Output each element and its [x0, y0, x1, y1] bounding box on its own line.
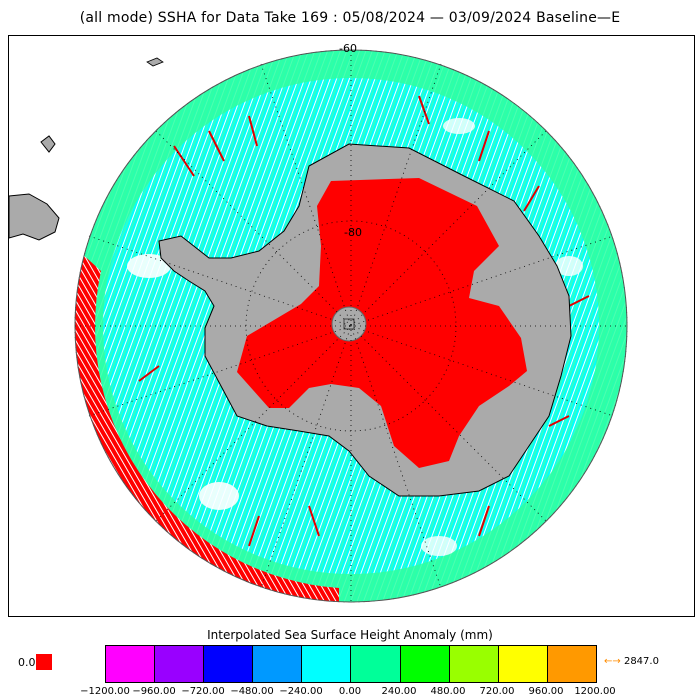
- colorbar-tick-label: 480.00: [430, 686, 466, 697]
- colorbar-tick-label: 960.00: [528, 686, 564, 697]
- colorbar-tick-label: −960.00: [132, 686, 176, 697]
- colorbar-bin-2: [204, 646, 254, 682]
- legend-title: Interpolated Sea Surface Height Anomaly …: [207, 628, 493, 642]
- colorbar-bin-1: [155, 646, 205, 682]
- lat-label-80: -80: [344, 226, 362, 239]
- colorbar-ticks: −1200.00 −960.00 −720.00 −480.00 −240.00 0.00…: [80, 686, 620, 700]
- colorbar-bin-4: [302, 646, 352, 682]
- colorbar-tick-label: 1200.00: [574, 686, 616, 697]
- map-canvas: -60 -80: [9, 42, 628, 603]
- colorbar-bin-6: [400, 646, 450, 682]
- south-georgia: [146, 57, 164, 67]
- colorbar-tick-label: −240.00: [279, 686, 323, 697]
- red-edge-band: [75, 251, 339, 602]
- colorbar-tick-label: 720.00: [479, 686, 515, 697]
- plot-title: (all mode) SSHA for Data Take 169 : 05/0…: [79, 10, 621, 26]
- colorbar: [105, 645, 597, 683]
- colorbar-bin-8: [498, 646, 548, 682]
- colorbar-tick-label: −480.00: [230, 686, 274, 697]
- polar-map: -60 -80: [8, 35, 695, 617]
- south-america-coast: [9, 193, 60, 241]
- colorbar-tick-label: −720.00: [181, 686, 225, 697]
- colorbar-tick-label: −1200.00: [80, 686, 130, 697]
- colorbar-bin-0: [106, 646, 156, 682]
- colorbar-bin-5: [351, 646, 401, 682]
- colorbar-tick-label: 240.00: [381, 686, 417, 697]
- colorbar-bin-7: [449, 646, 499, 682]
- legend-over-value: 2847.0: [623, 656, 659, 667]
- colorbar-bin-3: [253, 646, 303, 682]
- polar-red-region: [237, 178, 527, 468]
- colorbar-tick-label: 0.00: [338, 686, 362, 697]
- colorbar-bin-9: [547, 646, 596, 682]
- legend-under-label: 0.0: [18, 656, 36, 669]
- legend-over-arrow-icon: ←→: [604, 656, 621, 667]
- legend-over-label: ←→ 2847.0: [604, 656, 659, 667]
- map-boundary: [74, 49, 628, 603]
- lat-label-60: -60: [339, 42, 357, 55]
- legend-under-swatch: [36, 654, 52, 670]
- falkland-islands: [40, 135, 56, 153]
